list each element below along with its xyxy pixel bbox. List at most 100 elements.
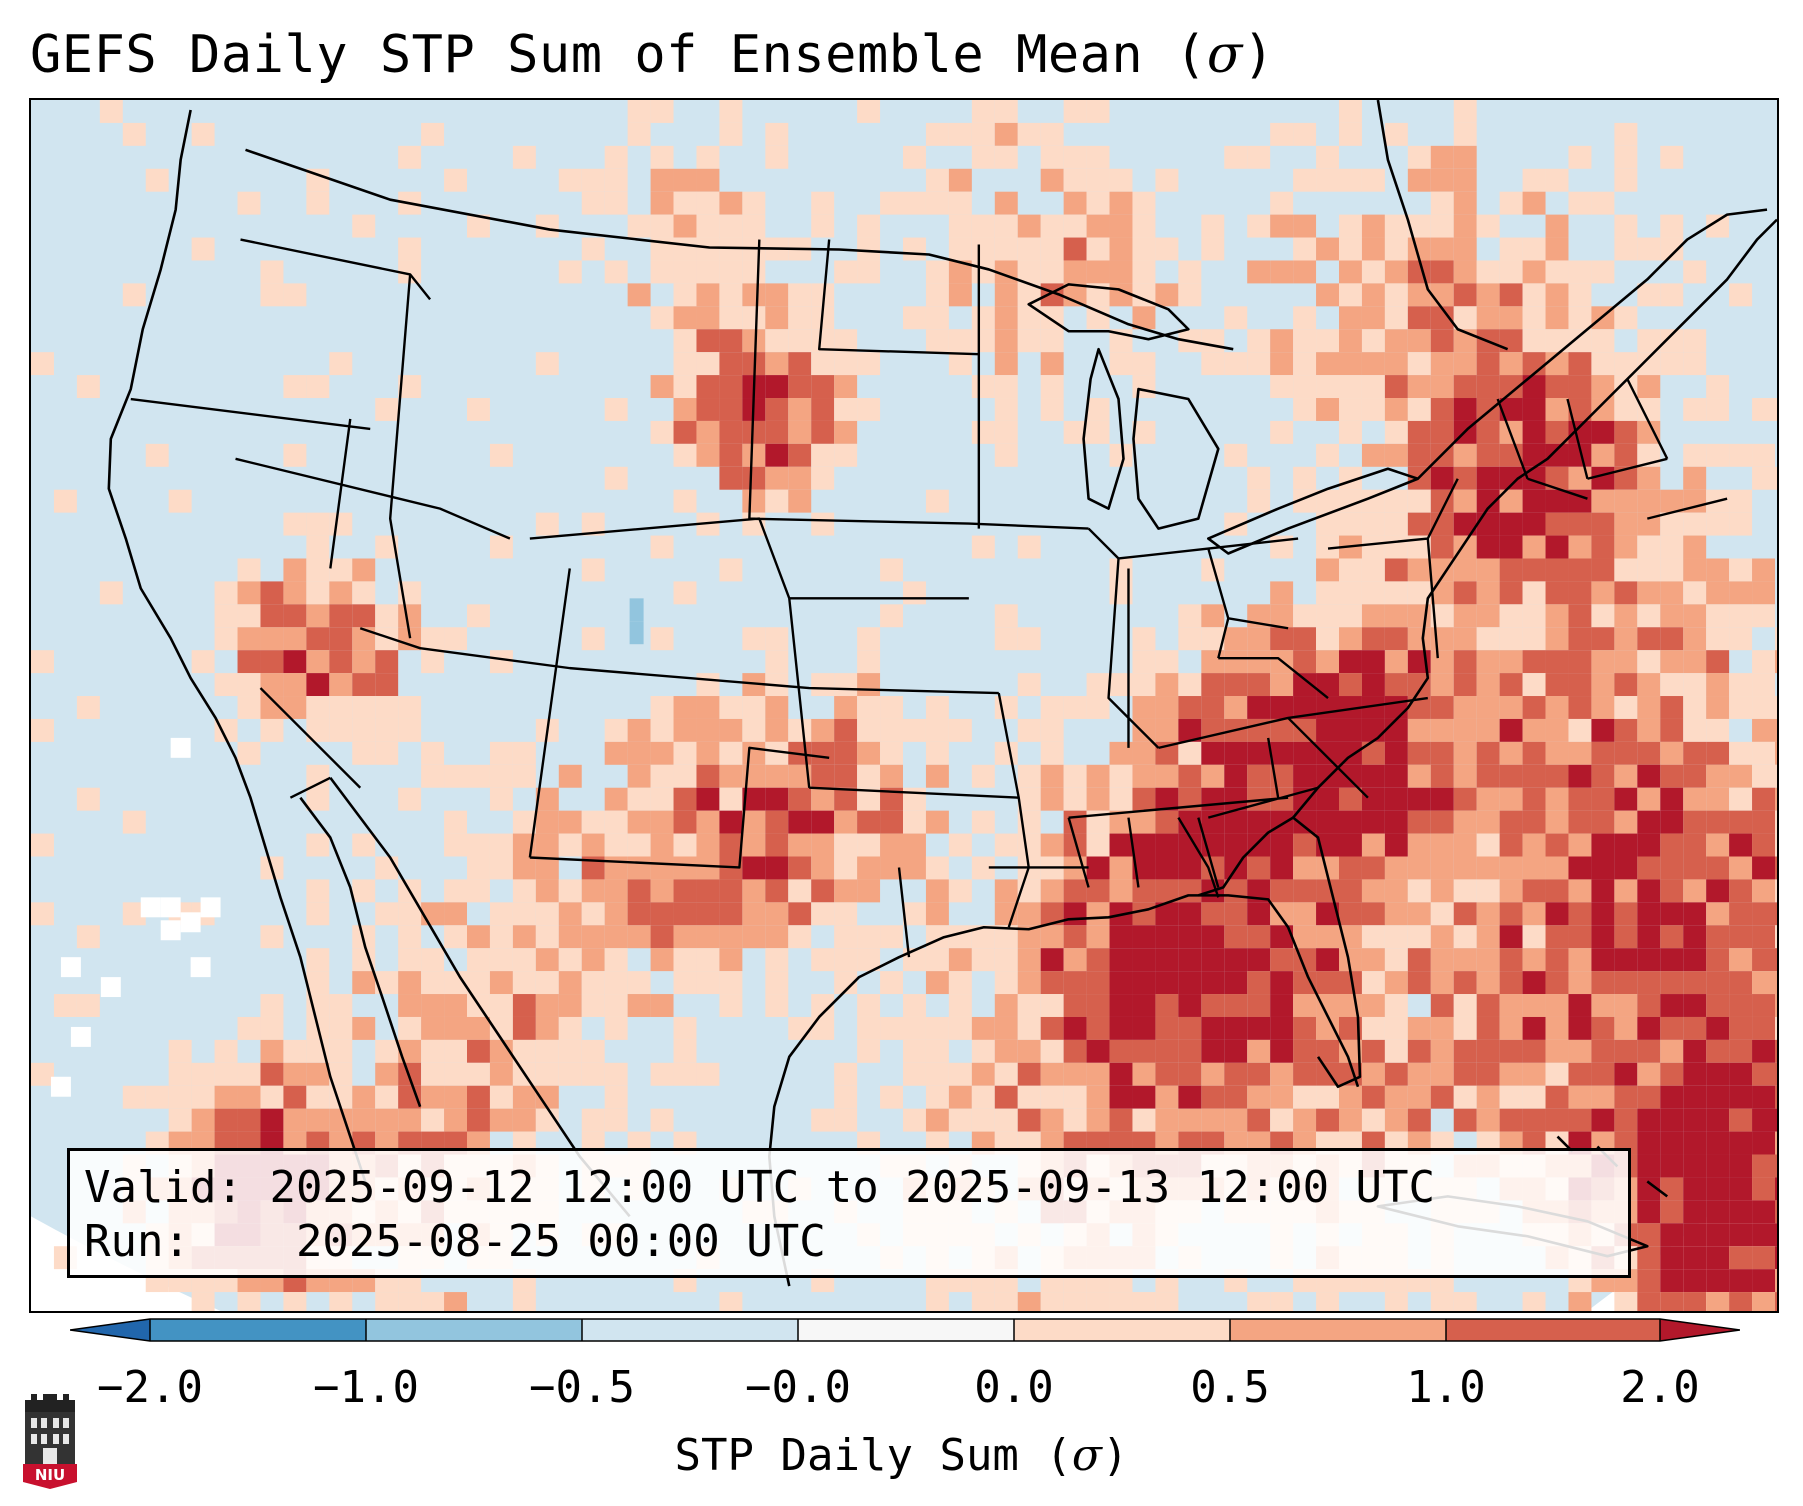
- anomaly-cell: [857, 810, 881, 834]
- anomaly-cell: [306, 375, 330, 399]
- anomaly-cell: [1522, 283, 1546, 307]
- anomaly-cell: [719, 764, 743, 788]
- anomaly-cell: [1499, 696, 1523, 719]
- anomaly-cell: [1407, 214, 1431, 238]
- anomaly-cell: [1683, 1131, 1707, 1155]
- anomaly-cell: [1568, 558, 1592, 582]
- anomaly-cell: [1247, 466, 1271, 490]
- anomaly-cell: [1568, 902, 1592, 926]
- anomaly-cell: [1476, 375, 1500, 399]
- anomaly-cell: [1086, 191, 1110, 215]
- anomaly-cell: [1132, 879, 1156, 903]
- anomaly-cell: [627, 810, 651, 834]
- anomaly-cell: [1453, 260, 1477, 284]
- anomaly-cell: [650, 306, 674, 330]
- anomaly-cell: [1316, 971, 1340, 995]
- anomaly-cell: [1660, 489, 1684, 513]
- anomaly-cell: [1109, 237, 1133, 261]
- anomaly-cell: [1453, 466, 1477, 490]
- anomaly-cell: [398, 604, 422, 628]
- anomaly-cell: [673, 879, 697, 903]
- anomaly-cell: [1614, 810, 1638, 834]
- anomaly-cell: [696, 879, 720, 903]
- anomaly-cell: [512, 764, 536, 788]
- anomaly-cell: [857, 260, 881, 284]
- anomaly-cell: [1155, 1016, 1179, 1040]
- anomaly-cell: [398, 925, 422, 949]
- anomaly-cell: [1430, 673, 1454, 697]
- anomaly-cell: [673, 696, 697, 719]
- anomaly-cell: [1270, 1292, 1294, 1311]
- anomaly-cell: [1522, 673, 1546, 697]
- anomaly-cell: [1453, 971, 1477, 995]
- anomaly-cell: [673, 398, 697, 421]
- anomaly-cell: [1614, 696, 1638, 719]
- anomaly-cell: [1339, 558, 1362, 582]
- anomaly-cell: [1201, 1016, 1225, 1040]
- anomaly-cell: [1453, 948, 1477, 972]
- anomaly-cell: [1637, 718, 1661, 742]
- anomaly-cell: [673, 948, 697, 972]
- anomaly-cell: [765, 718, 789, 742]
- anomaly-cell: [1706, 741, 1730, 765]
- anomaly-cell: [1384, 398, 1408, 421]
- anomaly-cell: [535, 1016, 559, 1040]
- anomaly-cell: [237, 581, 261, 605]
- anomaly-cell: [1660, 833, 1684, 857]
- anomaly-cell: [1293, 810, 1317, 834]
- anomaly-cell: [857, 856, 881, 880]
- anomaly-cell: [1545, 489, 1569, 513]
- anomaly-cell: [719, 558, 743, 582]
- anomaly-cell: [673, 718, 697, 742]
- anomaly-cell: [857, 948, 881, 972]
- anomaly-cell: [719, 375, 743, 399]
- anomaly-cell: [1660, 1016, 1684, 1040]
- anomaly-cell: [1476, 1016, 1500, 1040]
- anomaly-cell: [1499, 352, 1523, 376]
- anomaly-cell: [1178, 971, 1202, 995]
- anomaly-cell: [1109, 558, 1133, 582]
- anomaly-cell: [1247, 214, 1271, 238]
- anomaly-cell: [719, 833, 743, 857]
- anomaly-cell: [765, 696, 789, 719]
- anomaly-cell: [283, 283, 307, 307]
- anomaly-cell: [1637, 673, 1661, 697]
- anomaly-cell: [788, 879, 812, 903]
- anomaly-cell: [788, 902, 812, 926]
- anomaly-cell: [627, 100, 651, 123]
- anomaly-cell: [994, 145, 1018, 169]
- anomaly-cell: [1201, 1085, 1225, 1109]
- anomaly-cell: [1086, 398, 1110, 421]
- anomaly-cell: [1499, 398, 1523, 421]
- anomaly-cell: [1109, 833, 1133, 857]
- anomaly-cell: [1591, 833, 1615, 857]
- anomaly-cell: [1545, 306, 1569, 330]
- anomaly-cell: [1178, 833, 1202, 857]
- anomaly-cell: [1316, 902, 1340, 926]
- anomaly-cell: [1683, 1154, 1707, 1178]
- anomaly-cell: [1637, 466, 1661, 490]
- anomaly-cell: [1247, 902, 1271, 926]
- st-lawrence: [1416, 208, 1768, 480]
- anomaly-cell: [398, 696, 422, 719]
- anomaly-cell: [857, 100, 881, 123]
- anomaly-cell: [1453, 1085, 1477, 1109]
- anomaly-cell: [604, 787, 628, 811]
- anomaly-cell: [696, 443, 720, 467]
- anomaly-cell: [1384, 1085, 1408, 1109]
- anomaly-cell: [1775, 1223, 1777, 1247]
- anomaly-cell: [1683, 718, 1707, 742]
- anomaly-cell: [1430, 764, 1454, 788]
- anomaly-cell: [1293, 1016, 1317, 1040]
- anomaly-cell: [1499, 191, 1523, 215]
- anomaly-cell: [1591, 581, 1615, 605]
- anomaly-cell: [489, 787, 513, 811]
- anomaly-cell: [329, 1062, 353, 1086]
- anomaly-cell: [1316, 764, 1340, 788]
- anomaly-cell: [719, 283, 743, 307]
- anomaly-cell: [1775, 1292, 1777, 1311]
- anomaly-cell: [1499, 1108, 1523, 1132]
- anomaly-cell: [1729, 1246, 1753, 1270]
- anomaly-cell: [1545, 764, 1569, 788]
- anomaly-cell: [283, 1108, 307, 1132]
